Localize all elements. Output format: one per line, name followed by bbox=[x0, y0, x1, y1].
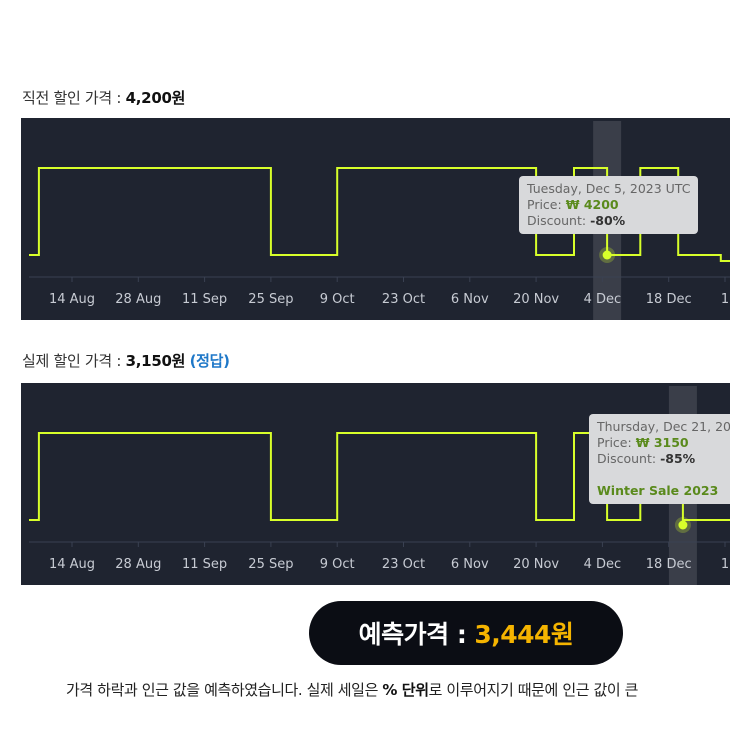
x-tick-label: 20 Nov bbox=[513, 292, 559, 307]
x-tick-label: 11 Sep bbox=[182, 292, 227, 307]
tooltip2-discount-label: Discount: bbox=[597, 451, 661, 466]
x-tick-label: 9 Oct bbox=[320, 557, 355, 572]
chart1-label-prefix: 직전 할인 가격 : bbox=[22, 89, 126, 107]
note-post: 로 이루어지기 때문에 인근 값이 큰 bbox=[428, 681, 639, 699]
tooltip1-price-label: Price: bbox=[527, 197, 566, 212]
chart1-highlight-point[interactable] bbox=[602, 250, 612, 260]
x-tick-label: 18 Dec bbox=[646, 292, 692, 307]
x-tick-label: 23 Oct bbox=[382, 292, 425, 307]
x-tick-label: 28 Aug bbox=[115, 292, 161, 307]
prediction-value: 3,444원 bbox=[474, 620, 574, 649]
x-tick-label: 20 Nov bbox=[513, 557, 559, 572]
tooltip1-price: ₩ 4200 bbox=[565, 197, 619, 212]
chart1-label-value: 4,200원 bbox=[125, 89, 186, 107]
x-tick-label: 14 Aug bbox=[49, 292, 95, 307]
x-tick-label: 14 Aug bbox=[49, 557, 95, 572]
x-tick-label: 18 Dec bbox=[646, 557, 692, 572]
tooltip2-price-label: Price: bbox=[597, 435, 636, 450]
tooltip2-discount: -85% bbox=[660, 451, 696, 466]
tooltip1-discount: -80% bbox=[590, 213, 626, 228]
x-tick-label: 1 bbox=[721, 292, 729, 307]
x-tick-label: 11 Sep bbox=[182, 557, 227, 572]
price-history-chart-1[interactable]: 14 Aug 28 Aug 11 Sep 25 Sep 9 Oct 23 Oct 6 Nov… bbox=[21, 118, 730, 320]
chart2-label-prefix: 실제 할인 가격 : bbox=[22, 352, 126, 370]
x-tick-label: 25 Sep bbox=[248, 557, 293, 572]
price-history-chart-2[interactable]: 14 Aug 28 Aug 11 Sep 25 Sep 9 Oct 23 Oct 6 Nov… bbox=[21, 383, 730, 585]
prediction-pill: 예측가격 : 3,444원 bbox=[309, 601, 623, 665]
tooltip1-discount-label: Discount: bbox=[527, 213, 591, 228]
tooltip2-price: ₩ 3150 bbox=[635, 435, 689, 450]
chart1-label: 직전 할인 가격 : 4,200원 bbox=[22, 87, 185, 108]
note-bold: % 단위 bbox=[382, 681, 429, 699]
tooltip1-date: Tuesday, Dec 5, 2023 UTC bbox=[527, 181, 691, 196]
chart2-label: 실제 할인 가격 : 3,150원 (정답) bbox=[22, 350, 230, 371]
x-tick-label: 23 Oct bbox=[382, 557, 425, 572]
x-tick-label: 25 Sep bbox=[248, 292, 293, 307]
chart2-label-value: 3,150원 bbox=[125, 352, 186, 370]
x-tick-label: 6 Nov bbox=[451, 557, 489, 572]
explanation-note: 가격 하락과 인근 값을 예측하였습니다. 실제 세일은 % 단위로 이루어지기… bbox=[66, 679, 638, 700]
note-pre: 가격 하락과 인근 값을 예측하였습니다. 실제 세일은 bbox=[66, 681, 383, 699]
chart2-highlight-point[interactable] bbox=[678, 520, 688, 530]
x-tick-label: 4 Dec bbox=[584, 292, 622, 307]
chart2-correct-tag: (정답) bbox=[189, 352, 230, 370]
x-tick-label: 4 Dec bbox=[584, 557, 622, 572]
chart1-tooltip: Tuesday, Dec 5, 2023 UTC Price: ₩ 4200 D… bbox=[519, 176, 699, 234]
x-tick-label: 1 bbox=[721, 557, 729, 572]
chart2-tooltip: Thursday, Dec 21, 20 Price: ₩ 3150 Disco… bbox=[589, 414, 730, 504]
x-tick-label: 9 Oct bbox=[320, 292, 355, 307]
tooltip2-date: Thursday, Dec 21, 20 bbox=[597, 419, 730, 434]
x-tick-label: 6 Nov bbox=[451, 292, 489, 307]
x-tick-label: 28 Aug bbox=[115, 557, 161, 572]
prediction-label: 예측가격 : bbox=[358, 620, 467, 649]
tooltip2-event: Winter Sale 2023 bbox=[597, 483, 719, 498]
